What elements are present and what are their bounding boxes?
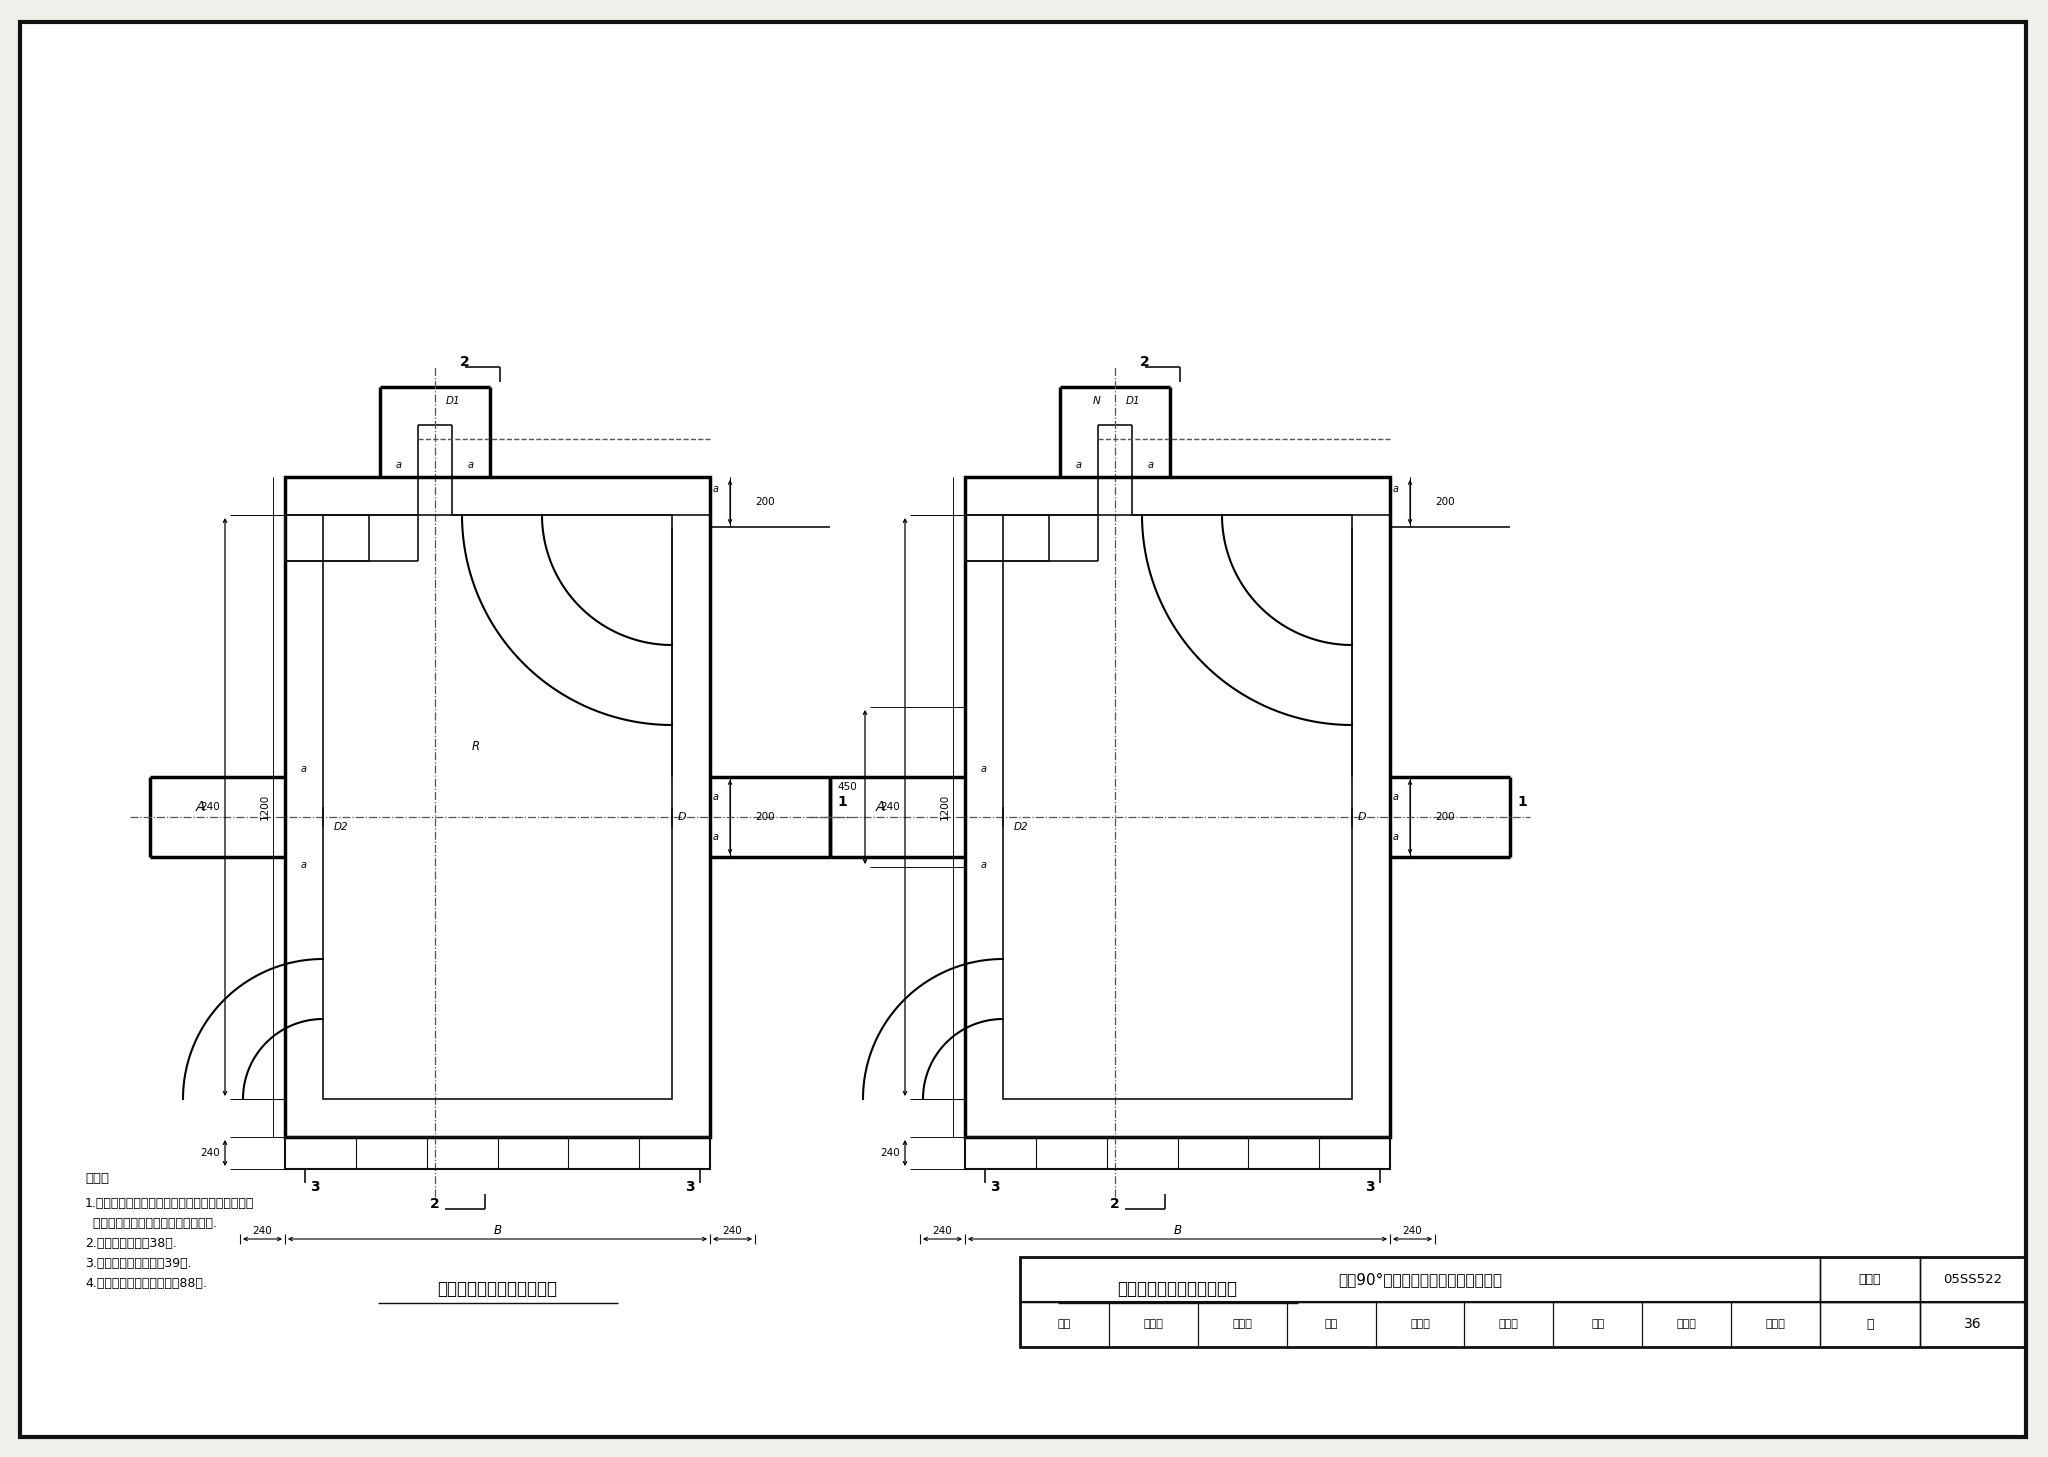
Text: 240: 240 xyxy=(1403,1225,1423,1236)
Text: 审核: 审核 xyxy=(1059,1320,1071,1329)
Text: B: B xyxy=(494,1224,502,1237)
Text: 4.管道接口包封做法详见第88页.: 4.管道接口包封做法详见第88页. xyxy=(86,1276,207,1289)
Text: 3.井室各部尺寸详见第39页.: 3.井室各部尺寸详见第39页. xyxy=(86,1257,193,1271)
Bar xyxy=(1921,1303,2025,1348)
Bar xyxy=(1642,1303,1731,1348)
Text: 200: 200 xyxy=(1436,497,1454,507)
Bar xyxy=(1020,1257,2025,1348)
Text: a: a xyxy=(713,485,719,494)
Bar xyxy=(1376,1303,1464,1348)
Text: D: D xyxy=(678,812,686,822)
Text: 240: 240 xyxy=(881,1148,899,1158)
Bar xyxy=(1020,1303,1108,1348)
Text: 设计: 设计 xyxy=(1591,1320,1604,1329)
Text: 页: 页 xyxy=(1866,1319,1874,1332)
Text: 05SS522: 05SS522 xyxy=(1944,1273,2003,1287)
Text: 200: 200 xyxy=(756,812,774,822)
Text: 2: 2 xyxy=(461,356,469,369)
Text: 2.剖面详图详见第38页.: 2.剖面详图详见第38页. xyxy=(86,1237,176,1250)
Text: a: a xyxy=(981,763,987,774)
Text: 240: 240 xyxy=(723,1225,741,1236)
Bar xyxy=(1286,1303,1376,1348)
Text: a: a xyxy=(301,763,307,774)
FancyBboxPatch shape xyxy=(20,22,2025,1437)
Text: a: a xyxy=(713,793,719,801)
Bar xyxy=(285,514,369,561)
Text: 伍连奎: 伍连奎 xyxy=(1765,1320,1786,1329)
Text: 1200: 1200 xyxy=(260,794,270,820)
Text: 36: 36 xyxy=(1964,1317,1980,1332)
Text: 包封以下（双数层）排块图: 包封以下（双数层）排块图 xyxy=(1118,1281,1237,1298)
Bar xyxy=(324,514,672,1099)
Text: N: N xyxy=(1094,396,1102,407)
Text: 陈宗明: 陈宗明 xyxy=(1143,1320,1163,1329)
Text: 200: 200 xyxy=(1436,812,1454,822)
Text: a: a xyxy=(301,860,307,870)
Text: 3: 3 xyxy=(309,1180,319,1193)
Text: a: a xyxy=(1393,485,1399,494)
Text: 2: 2 xyxy=(1141,356,1149,369)
Bar xyxy=(285,1136,711,1169)
Text: 3: 3 xyxy=(989,1180,999,1193)
Bar xyxy=(1004,514,1352,1099)
Text: 3: 3 xyxy=(1366,1180,1374,1193)
Bar xyxy=(1552,1303,1642,1348)
Bar xyxy=(965,476,1391,1136)
Text: a: a xyxy=(469,460,473,471)
Bar xyxy=(965,514,1049,561)
Text: 2: 2 xyxy=(430,1198,440,1211)
Text: a: a xyxy=(395,460,401,471)
Text: a: a xyxy=(1149,460,1153,471)
Text: B: B xyxy=(1174,1224,1182,1237)
Bar xyxy=(1821,1257,1921,1303)
Bar xyxy=(285,476,711,1136)
Text: a: a xyxy=(1393,793,1399,801)
Text: 240: 240 xyxy=(252,1225,272,1236)
Text: a: a xyxy=(1075,460,1081,471)
Bar xyxy=(1731,1303,1821,1348)
Bar xyxy=(1464,1303,1552,1348)
Text: 1.井壁包封以下模块排块图同包封以上模块排块图: 1.井壁包封以下模块排块图同包封以上模块排块图 xyxy=(86,1198,254,1209)
Text: 周国华: 周国华 xyxy=(1411,1320,1430,1329)
Text: 1: 1 xyxy=(838,796,848,809)
Text: D2: D2 xyxy=(334,822,348,832)
Text: 唐善叫: 唐善叫 xyxy=(1233,1320,1251,1329)
Text: 图集号: 图集号 xyxy=(1860,1273,1882,1287)
Text: 管道周边模块根据现场情况进行切割.: 管道周边模块根据现场情况进行切割. xyxy=(86,1217,217,1230)
Bar xyxy=(1108,1303,1198,1348)
Bar xyxy=(1821,1303,1921,1348)
Text: 240: 240 xyxy=(201,801,219,812)
Text: D1: D1 xyxy=(1126,396,1141,407)
Text: D1: D1 xyxy=(446,396,461,407)
Text: 240: 240 xyxy=(881,801,899,812)
Text: 包封以下（单数层）排块图: 包封以下（单数层）排块图 xyxy=(438,1281,557,1298)
Text: D2: D2 xyxy=(1014,822,1028,832)
Text: A: A xyxy=(195,800,205,814)
Text: 240: 240 xyxy=(932,1225,952,1236)
Text: a: a xyxy=(713,832,719,842)
Text: 说明：: 说明： xyxy=(86,1171,109,1185)
Text: D: D xyxy=(1358,812,1366,822)
Bar xyxy=(1020,1257,1821,1303)
Text: A: A xyxy=(874,800,885,814)
Text: a: a xyxy=(1393,832,1399,842)
Text: 校对: 校对 xyxy=(1325,1320,1337,1329)
Text: 1200: 1200 xyxy=(940,794,950,820)
Text: 张莲奎: 张莲奎 xyxy=(1677,1320,1696,1329)
Bar xyxy=(1921,1257,2025,1303)
Text: 1: 1 xyxy=(1518,796,1528,809)
Bar xyxy=(965,1136,1391,1169)
Text: 450: 450 xyxy=(838,782,856,793)
Text: 3: 3 xyxy=(686,1180,694,1193)
Text: 240: 240 xyxy=(201,1148,219,1158)
Text: 2: 2 xyxy=(1110,1198,1120,1211)
Text: 200: 200 xyxy=(756,497,774,507)
Text: 冒国华: 冒国华 xyxy=(1499,1320,1520,1329)
Bar xyxy=(1198,1303,1286,1348)
Text: R: R xyxy=(473,740,481,753)
Text: a: a xyxy=(981,860,987,870)
Text: 矩形90°三通雨水检查井组砌图（一）: 矩形90°三通雨水检查井组砌图（一） xyxy=(1337,1272,1501,1287)
